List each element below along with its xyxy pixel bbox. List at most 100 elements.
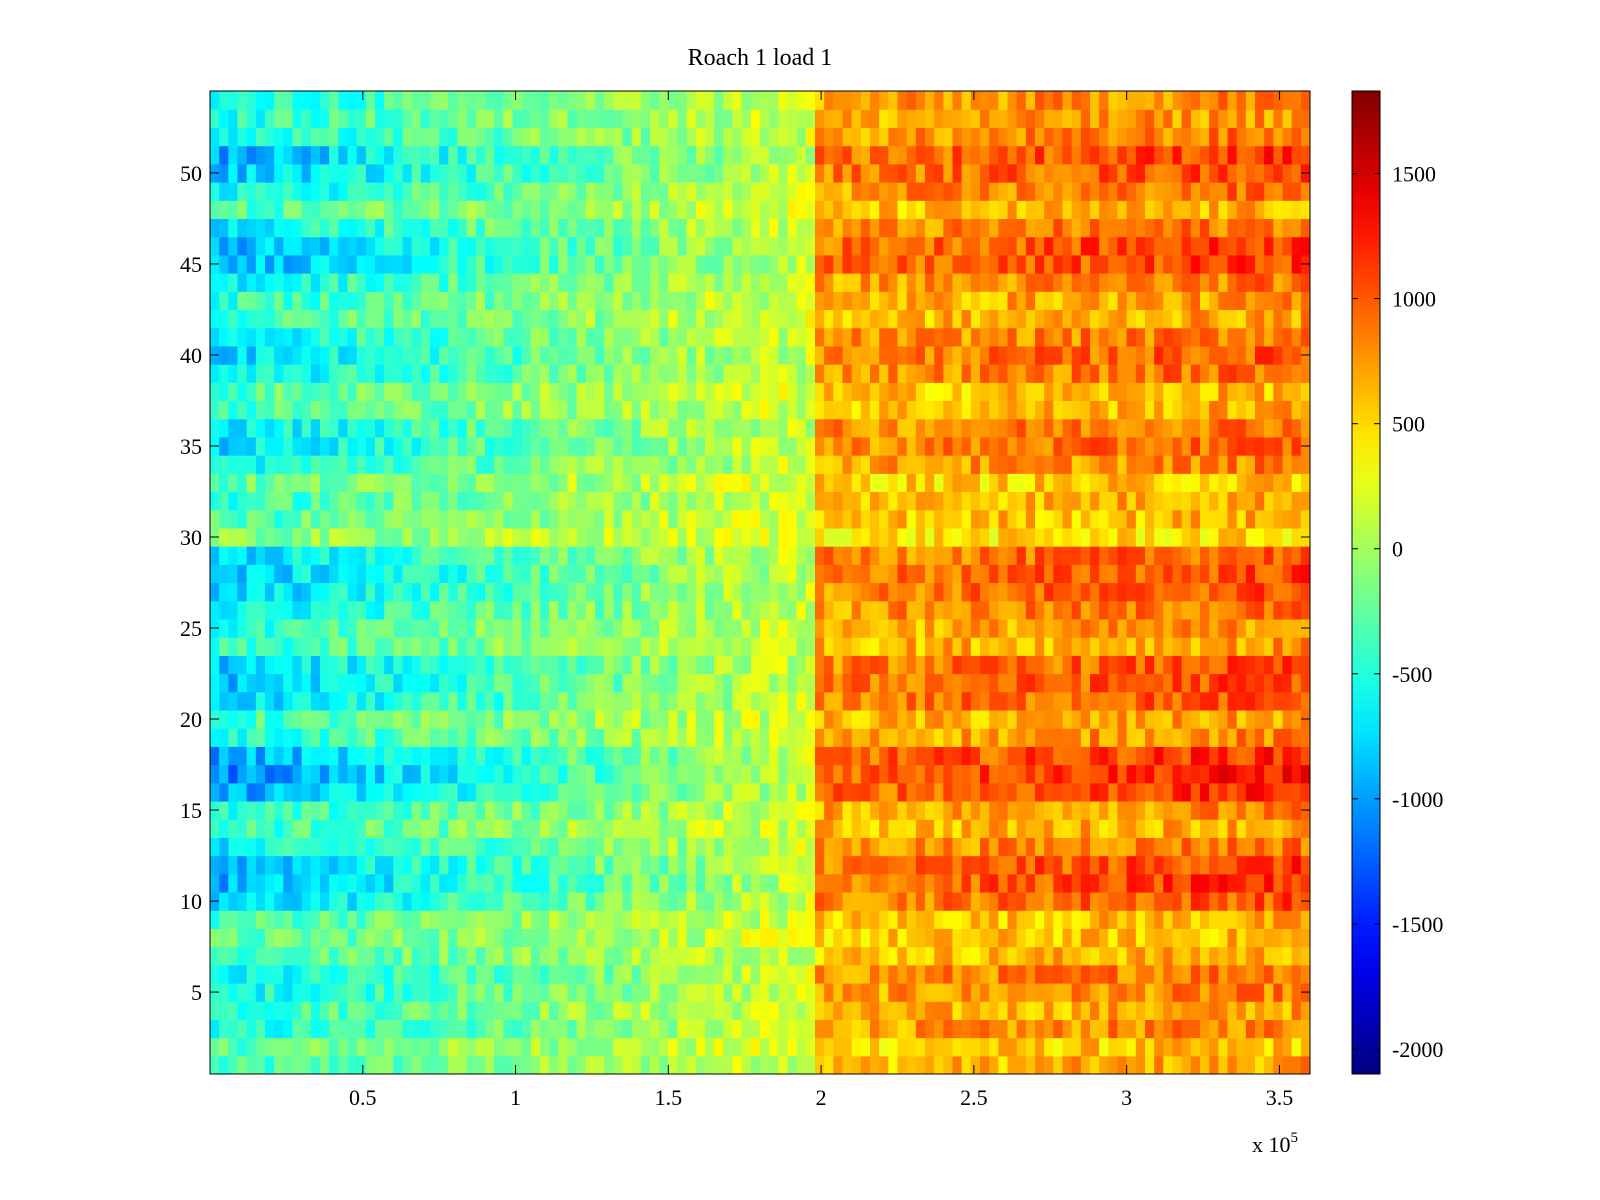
heatmap-cell (558, 964, 569, 984)
heatmap-cell (980, 473, 990, 493)
heatmap-cell (741, 855, 752, 875)
heatmap-cell (989, 564, 999, 584)
heatmap-cell (338, 382, 349, 402)
heatmap-cell (595, 618, 605, 638)
heatmap-cell (1154, 364, 1164, 383)
heatmap-cell (732, 382, 743, 402)
heatmap-cell (384, 800, 394, 820)
heatmap-cell (668, 964, 679, 984)
heatmap-cell (879, 527, 889, 547)
heatmap-cell (1062, 382, 1073, 402)
heatmap-cell (952, 837, 963, 857)
heatmap-cell (265, 837, 275, 857)
heatmap-cell (760, 728, 770, 747)
heatmap-cell (650, 400, 660, 420)
heatmap-cell (952, 746, 963, 766)
heatmap-cell (833, 582, 844, 602)
heatmap-cell (494, 455, 504, 474)
heatmap-cell (1209, 600, 1219, 620)
heatmap-cell (879, 364, 889, 383)
heatmap-cell (320, 928, 330, 948)
heatmap-cell (1291, 436, 1302, 456)
heatmap-cell (1172, 964, 1183, 984)
heatmap-cell (1071, 618, 1082, 638)
heatmap-cell (1071, 782, 1082, 802)
heatmap-cell (246, 910, 257, 929)
heatmap-cell (210, 782, 220, 802)
heatmap-cell (998, 637, 1009, 656)
heatmap-cell (815, 910, 825, 929)
heatmap-cell (1145, 728, 1155, 747)
heatmap-cell (668, 673, 679, 693)
heatmap-cell (622, 873, 633, 893)
heatmap-cell (255, 964, 266, 984)
heatmap-cell (1264, 564, 1274, 584)
heatmap-cell (1007, 455, 1018, 474)
heatmap-cell (338, 473, 349, 493)
heatmap-cell (1126, 764, 1137, 784)
heatmap-cell (1236, 1019, 1247, 1039)
heatmap-cell (512, 728, 523, 747)
heatmap-cell (475, 564, 486, 584)
heatmap-cell (989, 1001, 999, 1020)
heatmap-cell (604, 655, 614, 675)
heatmap-cell (1044, 964, 1054, 984)
heatmap-cell (540, 491, 550, 511)
heatmap-cell (485, 473, 495, 493)
heatmap-cell (824, 1019, 834, 1039)
heatmap-cell (210, 546, 220, 565)
heatmap-cell (1154, 855, 1164, 875)
heatmap-cell (640, 873, 651, 893)
heatmap-cell (210, 746, 220, 766)
heatmap-cell (457, 964, 468, 984)
heatmap-cell (970, 473, 981, 493)
heatmap-cell (1172, 546, 1183, 565)
heatmap-cell (1227, 1037, 1238, 1057)
heatmap-cell (1025, 910, 1036, 929)
heatmap-cell (1016, 600, 1027, 620)
heatmap-cell (796, 364, 807, 383)
heatmap-cell (989, 327, 999, 347)
heatmap-cell (714, 964, 724, 984)
heatmap-cell (521, 691, 532, 711)
heatmap-cell (613, 455, 624, 474)
heatmap-cell (1007, 509, 1018, 529)
heatmap-cell (741, 527, 752, 547)
heatmap-cell (659, 709, 669, 729)
heatmap-cell (934, 819, 944, 838)
heatmap-cell (934, 837, 944, 857)
heatmap-cell (1145, 436, 1155, 456)
heatmap-cell (851, 746, 862, 766)
heatmap-cell (805, 546, 816, 565)
heatmap-cell (915, 582, 926, 602)
heatmap-cell (530, 455, 541, 474)
heatmap-cell (1200, 910, 1210, 929)
heatmap-cell (1053, 436, 1064, 456)
heatmap-cell (851, 819, 862, 838)
heatmap-cell (402, 600, 413, 620)
heatmap-cell (375, 819, 385, 838)
heatmap-cell (475, 910, 486, 929)
heatmap-cell (1200, 964, 1210, 984)
heatmap-cell (485, 1037, 495, 1057)
heatmap-cell (1273, 455, 1284, 474)
heatmap-cell (1071, 436, 1082, 456)
heatmap-cell (567, 764, 578, 784)
heatmap-cell (430, 473, 440, 493)
heatmap-cell (420, 509, 431, 529)
heatmap-cell (411, 910, 422, 929)
heatmap-cell (915, 782, 926, 802)
heatmap-cell (329, 473, 339, 493)
heatmap-cell (411, 564, 422, 584)
heatmap-cell (1090, 600, 1100, 620)
heatmap-cell (961, 837, 972, 857)
heatmap-cell (851, 455, 862, 474)
heatmap-cell (943, 964, 954, 984)
heatmap-cell (604, 564, 614, 584)
heatmap-cell (1245, 928, 1256, 948)
heatmap-cell (210, 491, 220, 511)
heatmap-cell (842, 946, 853, 966)
heatmap-cell (521, 546, 532, 565)
heatmap-cell (750, 327, 761, 347)
heatmap-cell (329, 764, 339, 784)
